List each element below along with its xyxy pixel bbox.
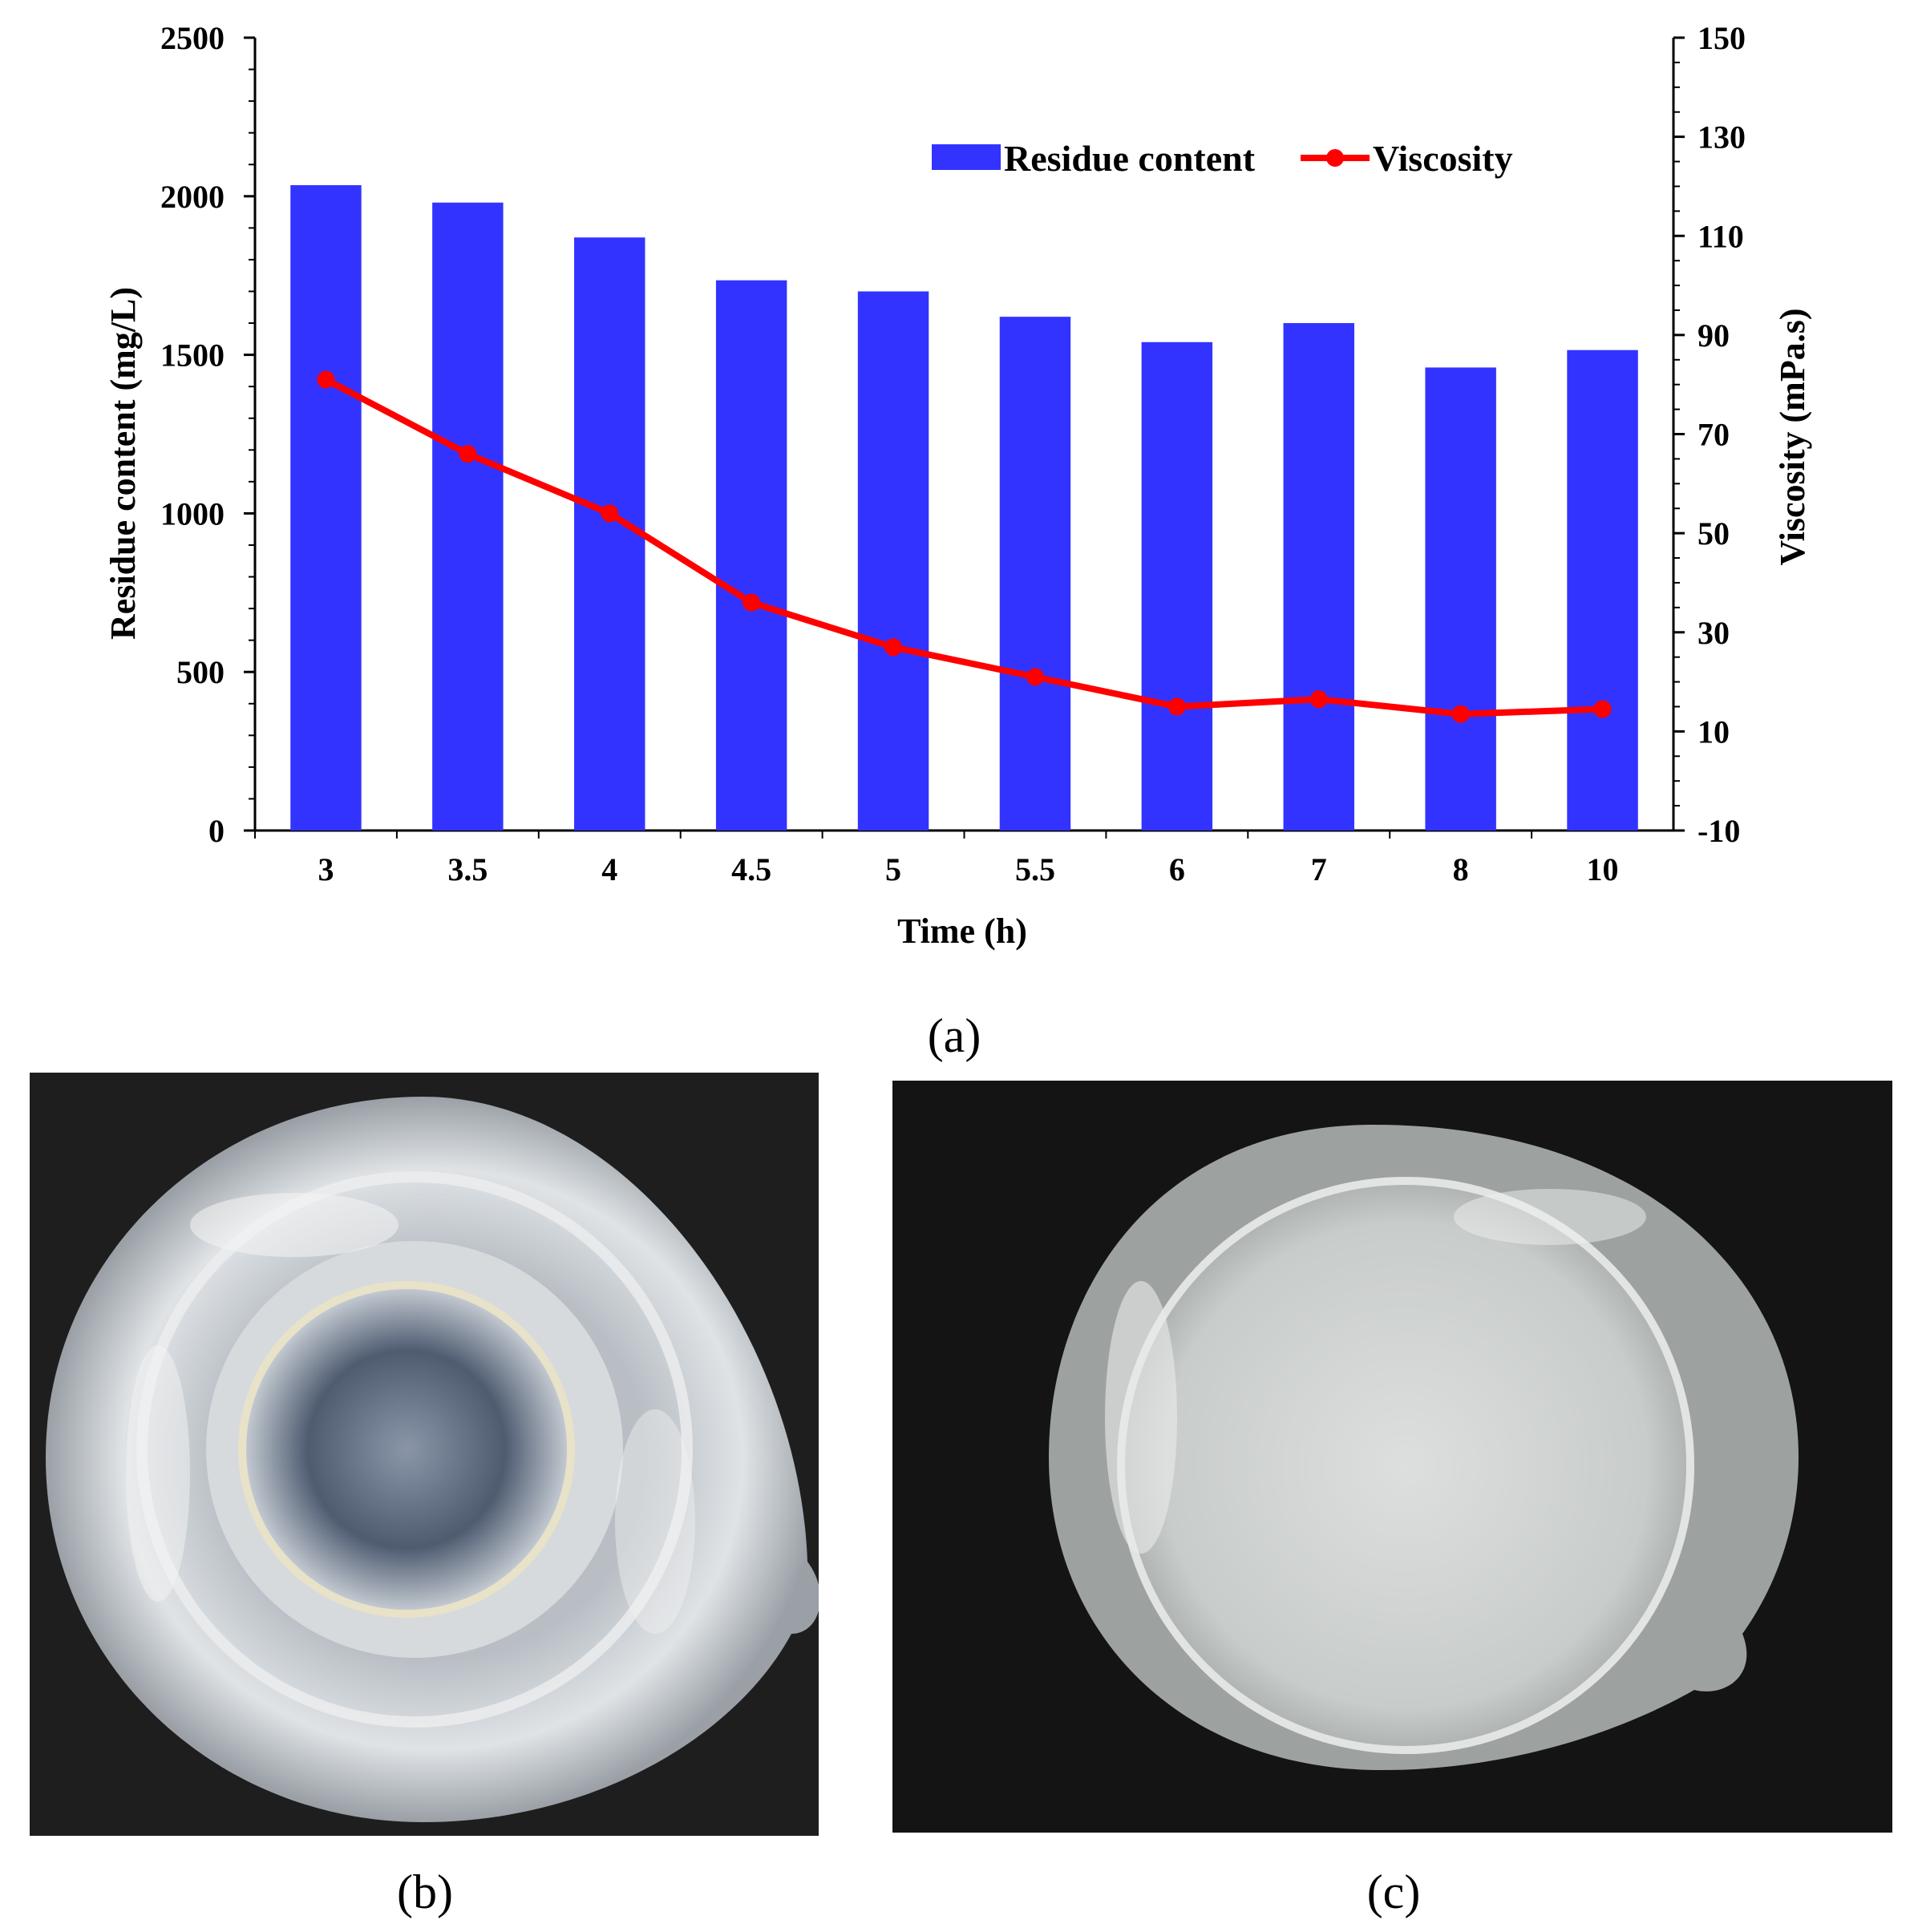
line-viscosity: [317, 370, 1612, 723]
point-viscosity: [1451, 705, 1470, 723]
point-viscosity: [743, 593, 761, 612]
y-left-tick-label: 1000: [160, 495, 225, 532]
bar-residue-content: [1567, 350, 1638, 831]
y-right-tick-label: 70: [1698, 417, 1730, 453]
x-tick-label: 10: [1587, 851, 1619, 887]
x-tick-label: 4.5: [731, 851, 771, 887]
point-viscosity: [884, 638, 903, 657]
bar-residue-content: [1141, 342, 1213, 831]
y-right-tick-label: 110: [1698, 218, 1744, 254]
legend-label-residue-content: Residue content: [1004, 138, 1256, 179]
y-left-tick-label: 2000: [160, 179, 225, 215]
legend-swatch-viscosity-marker: [1326, 149, 1344, 167]
panel-label-a: (a): [927, 1009, 981, 1062]
y-left-tick-label: 1500: [160, 337, 225, 374]
bar-residue-content: [290, 184, 362, 831]
y-right-tick-label: 150: [1698, 20, 1746, 56]
bar-residue-content: [999, 317, 1071, 831]
bar-residue-content: [574, 237, 645, 831]
point-viscosity: [1167, 697, 1186, 716]
point-viscosity: [317, 370, 335, 389]
legend-label-viscosity: Viscosity: [1373, 138, 1513, 179]
tick-labels: 0 500 1000 1500 2000 2500 -10 10 30 50 70 90 110 130 1…: [160, 20, 1746, 887]
y-right-tick-label: 90: [1698, 317, 1730, 354]
x-tick-label: 6: [1169, 851, 1185, 887]
x-tick-label: 4: [601, 851, 617, 887]
y-right-tick-label: 130: [1698, 119, 1746, 156]
point-viscosity: [601, 504, 619, 523]
x-tick-label: 3.5: [447, 851, 488, 887]
y-axis-right-title: Viscosity (mPa.s): [1773, 309, 1812, 566]
y-axis-left-title: Residue content (mg/L): [103, 287, 143, 640]
x-tick-label: 7: [1311, 851, 1327, 887]
y-right-tick-label: 10: [1698, 713, 1730, 750]
bar-residue-content: [1283, 323, 1354, 831]
bars-residue-content: [290, 184, 1638, 831]
legend-swatch-residue-content: [932, 144, 1001, 170]
y-right-tick-label: 50: [1698, 515, 1730, 552]
x-tick-label: 8: [1453, 851, 1469, 887]
point-viscosity: [459, 445, 477, 463]
y-left-tick-label: 500: [176, 654, 225, 690]
bar-residue-content: [432, 202, 504, 831]
y-left-tick-label: 0: [208, 813, 225, 849]
x-tick-label: 5.5: [1015, 851, 1055, 887]
photo-b: [30, 1073, 819, 1836]
beaker-photo-c: [892, 1081, 1892, 1833]
x-tick-label: 3: [318, 851, 334, 887]
bar-residue-content: [1425, 367, 1496, 831]
point-viscosity: [1593, 700, 1612, 718]
chart-a: 0 500 1000 1500 2000 2500 -10 10 30 50 70 90 110 130 1…: [103, 20, 1812, 951]
bar-residue-content: [857, 291, 929, 831]
panel-label-c: (c): [1366, 1865, 1421, 1918]
x-tick-label: 5: [885, 851, 901, 887]
photo-c: [892, 1081, 1892, 1833]
y-right-tick-label: 30: [1698, 615, 1730, 651]
x-axis-title: Time (h): [897, 911, 1027, 951]
bar-residue-content: [715, 280, 787, 831]
panel-label-b: (b): [397, 1865, 453, 1918]
viscosity-line-path: [324, 376, 1603, 717]
beaker-photo-b: [30, 1073, 819, 1836]
y-right-tick-label: -10: [1698, 813, 1740, 849]
point-viscosity: [1309, 690, 1328, 709]
legend: Residue content Viscosity: [932, 138, 1513, 179]
y-left-tick-label: 2500: [160, 20, 225, 56]
point-viscosity: [1026, 668, 1044, 686]
